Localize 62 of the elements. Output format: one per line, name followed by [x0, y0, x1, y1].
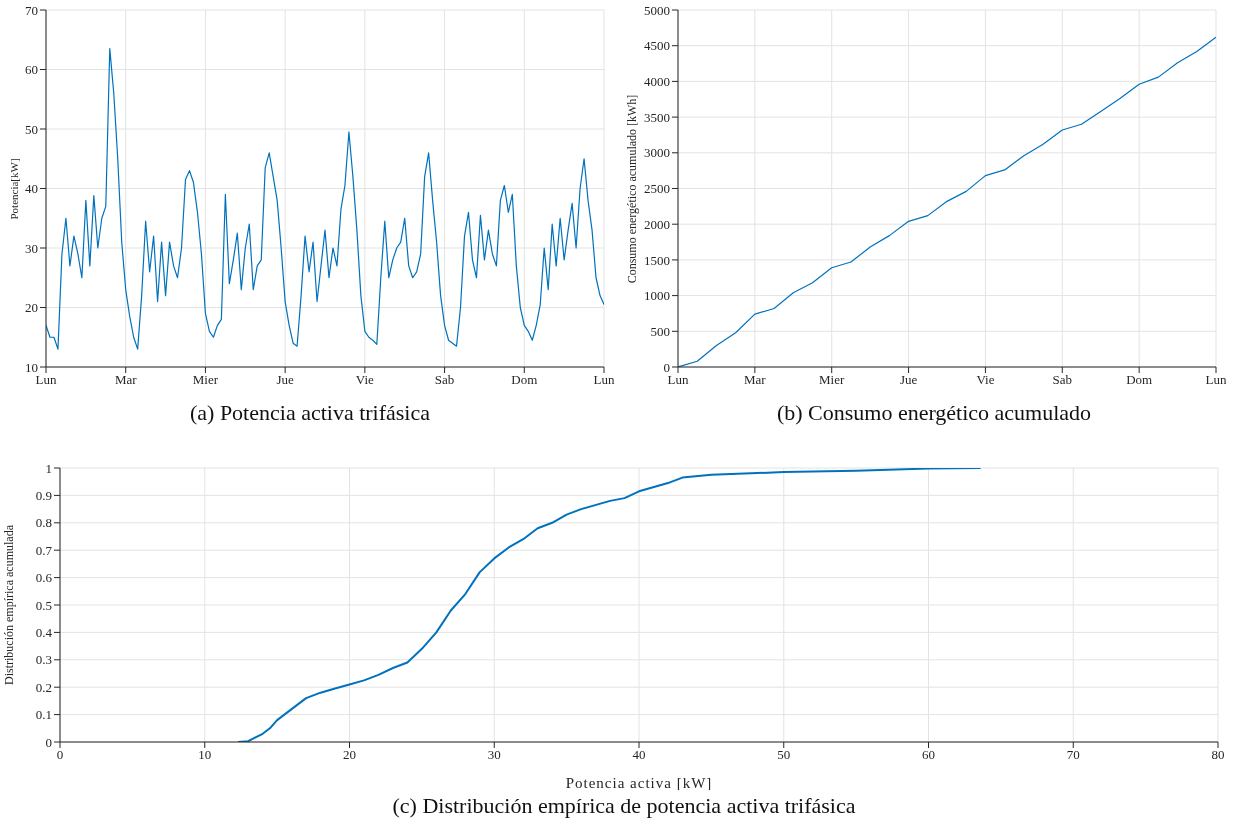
x-axis-title: Potencia activa [kW] [565, 775, 713, 791]
y-tick-label: 1 [45, 460, 52, 476]
x-tick-label: 0 [56, 747, 64, 763]
y-tick-label: 60 [25, 62, 38, 78]
x-tick-label: 80 [1211, 747, 1225, 763]
y-tick-label: 0.4 [35, 625, 53, 641]
x-tick-label: Mier [192, 372, 219, 388]
y-tick-label: 4500 [644, 38, 670, 54]
y-tick-label: 1500 [644, 252, 670, 268]
x-tick-label: 40 [632, 747, 646, 763]
y-tick-label: 0 [663, 359, 670, 375]
x-tick-label: Jue [899, 372, 918, 388]
x-tick-label: Jue [276, 372, 295, 388]
y-tick-label: 0.7 [35, 542, 53, 558]
text: (b) Consumo energético acumulado [775, 400, 1093, 426]
x-tick-label: Sab [1052, 372, 1073, 388]
x-tick-label: Lun [1205, 372, 1227, 388]
x-tick-label: 20 [343, 747, 356, 763]
x-tick-label: Mar [114, 372, 138, 388]
y-tick-label: 20 [25, 300, 38, 316]
x-tick-label: Sab [434, 372, 455, 388]
x-tick-label: Lun [35, 372, 57, 388]
y-tick-label: 4000 [644, 74, 670, 90]
y-tick-label: 50 [25, 121, 38, 137]
x-tick-label: 30 [487, 747, 501, 763]
y-tick-label: 3500 [644, 109, 670, 125]
x-tick-label: Lun [667, 372, 689, 388]
x-tick-label: Vie [976, 372, 995, 388]
y-axis-title: Distribución empírica acumulada [1, 525, 17, 685]
x-tick-label: 60 [922, 747, 935, 763]
text: (c) Distribución empírica de potencia activa trifásica [391, 793, 857, 819]
y-tick-label: 0.5 [35, 597, 52, 613]
x-tick-label: 70 [1066, 747, 1080, 763]
x-tick-label: Vie [355, 372, 375, 388]
y-tick-label: 500 [650, 323, 670, 339]
x-tick-label: 10 [198, 747, 212, 763]
x-tick-label: Dom [511, 372, 538, 388]
y-tick-label: 0.3 [35, 652, 52, 668]
y-tick-label: 0.1 [35, 707, 52, 723]
y-tick-label: 70 [25, 2, 38, 18]
y-tick-label: 0.8 [35, 515, 52, 531]
y-tick-label: 2500 [644, 181, 670, 197]
text: (a) Potencia activa trifásica [188, 400, 431, 426]
y-tick-label: 0.2 [35, 679, 52, 695]
x-tick-label: Mier [819, 372, 846, 388]
x-tick-label: 50 [777, 747, 791, 763]
y-tick-label: 0.6 [35, 570, 53, 586]
y-axis-title: Consumo energético acumulado [kWh] [624, 94, 640, 283]
y-tick-label: 3000 [644, 145, 670, 161]
y-tick-label: 30 [25, 240, 38, 256]
y-tick-label: 0.9 [35, 488, 52, 504]
x-tick-label: Lun [593, 372, 615, 388]
y-tick-label: 40 [25, 181, 38, 197]
y-tick-label: 10 [25, 359, 38, 375]
y-tick-label: 1000 [644, 288, 670, 304]
y-tick-label: 2000 [644, 216, 670, 232]
y-tick-label: 0 [45, 734, 52, 750]
y-tick-label: 5000 [644, 2, 670, 18]
line-series [46, 48, 604, 350]
y-axis-title: Potencia[kW] [8, 157, 20, 220]
x-tick-label: Mar [744, 372, 767, 388]
x-tick-label: Dom [1126, 372, 1153, 388]
